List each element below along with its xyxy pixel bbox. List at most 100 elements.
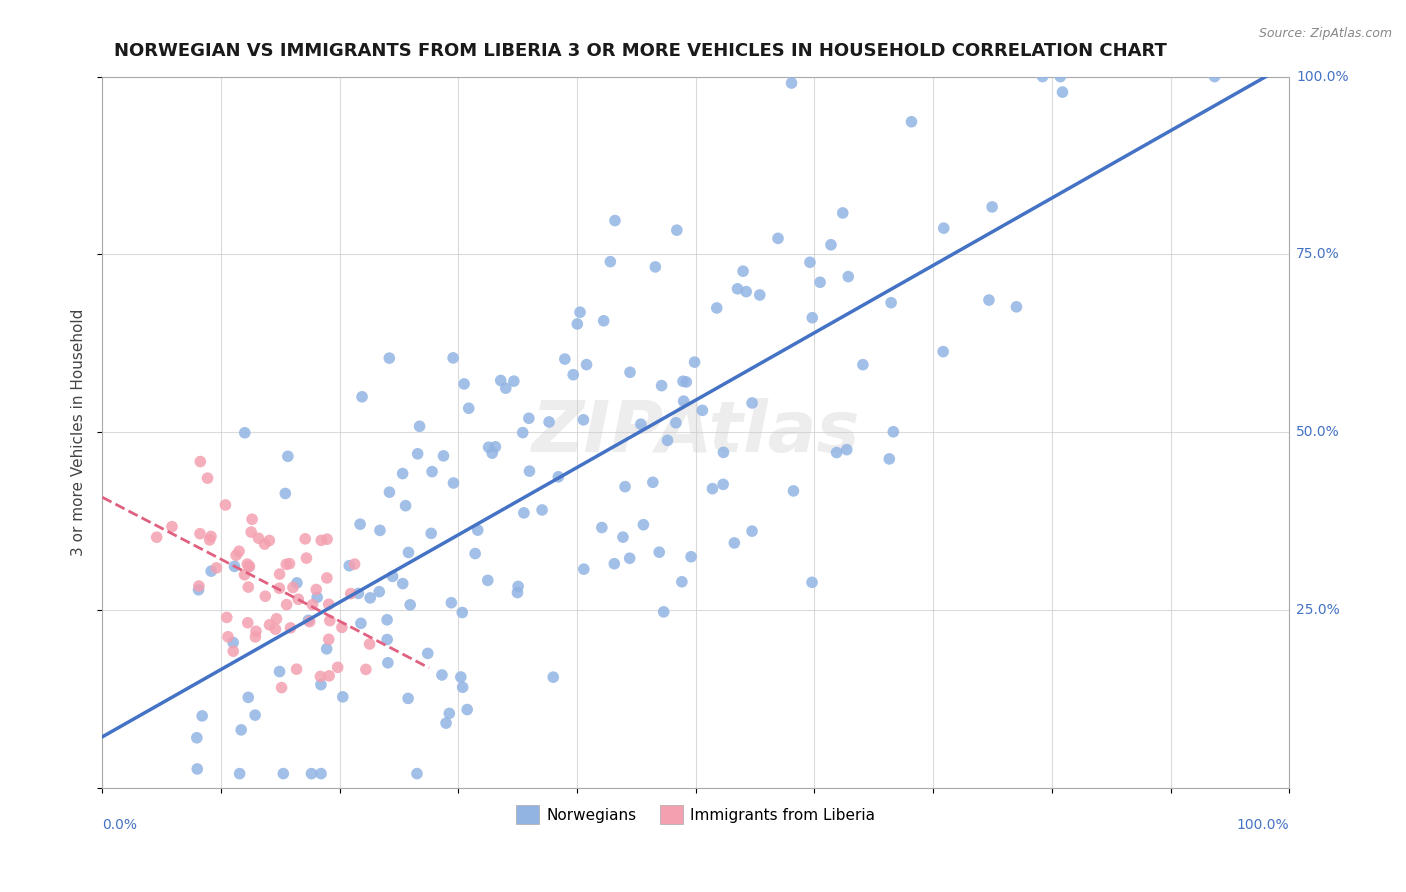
Point <box>281 581 304 595</box>
Point <box>519 464 541 478</box>
Text: 100.0%: 100.0% <box>1296 70 1348 84</box>
Point <box>375 613 398 627</box>
Point <box>285 575 308 590</box>
Point <box>231 723 253 737</box>
Point <box>453 376 475 391</box>
Point <box>538 415 561 429</box>
Point <box>368 524 391 538</box>
Text: 0.0%: 0.0% <box>103 818 138 832</box>
Point <box>215 610 238 624</box>
Point <box>222 635 245 649</box>
Point <box>408 419 430 434</box>
Point <box>243 708 266 723</box>
Point <box>657 434 679 448</box>
Point <box>228 544 250 558</box>
Point <box>391 467 413 481</box>
Point <box>186 762 208 776</box>
Point <box>339 587 361 601</box>
Point <box>318 632 340 647</box>
Point <box>439 706 461 721</box>
Point <box>298 615 321 629</box>
Point <box>619 551 641 566</box>
Point <box>270 681 292 695</box>
Point <box>287 592 309 607</box>
Point <box>554 352 576 367</box>
Point <box>253 537 276 551</box>
Point <box>723 536 745 550</box>
Point <box>706 301 728 315</box>
Point <box>495 381 517 395</box>
Point <box>350 390 373 404</box>
Point <box>315 571 337 585</box>
Point <box>633 517 655 532</box>
Point <box>315 641 337 656</box>
Point <box>508 579 530 593</box>
Point <box>456 702 478 716</box>
Point <box>233 425 256 440</box>
Point <box>603 213 626 227</box>
Point <box>259 617 281 632</box>
Point <box>1049 70 1071 84</box>
Point <box>200 529 222 543</box>
Point <box>200 564 222 578</box>
Point <box>238 690 260 705</box>
Point <box>599 254 621 268</box>
Point <box>238 580 260 594</box>
Point <box>880 295 903 310</box>
Point <box>489 374 512 388</box>
Point <box>276 598 298 612</box>
Point <box>399 598 422 612</box>
Point <box>932 344 955 359</box>
Point <box>630 417 652 432</box>
Text: Source: ZipAtlas.com: Source: ZipAtlas.com <box>1258 27 1392 40</box>
Point <box>440 596 463 610</box>
Point <box>1052 85 1074 99</box>
Point <box>309 669 332 683</box>
Point <box>434 716 457 731</box>
Point <box>278 557 301 571</box>
Point <box>766 231 789 245</box>
Point <box>681 549 703 564</box>
Point <box>513 506 536 520</box>
Point <box>266 612 288 626</box>
Point <box>337 558 360 573</box>
Point <box>309 678 332 692</box>
Point <box>240 524 263 539</box>
Point <box>254 589 277 603</box>
Point <box>731 264 754 278</box>
Point <box>808 275 831 289</box>
Point <box>467 523 489 537</box>
Point <box>236 557 259 571</box>
Point <box>464 547 486 561</box>
Point <box>547 470 569 484</box>
Point <box>981 200 1004 214</box>
Point <box>672 374 695 388</box>
Point <box>451 606 474 620</box>
Point <box>350 616 373 631</box>
Point <box>264 622 287 636</box>
Point <box>831 206 853 220</box>
Point <box>187 579 209 593</box>
Point <box>378 351 401 365</box>
Point <box>741 524 763 538</box>
Point <box>343 557 366 571</box>
Point <box>541 670 564 684</box>
Point <box>197 471 219 485</box>
Point <box>651 378 673 392</box>
Point <box>820 237 842 252</box>
Point <box>228 766 250 780</box>
Point <box>269 581 291 595</box>
Point <box>692 403 714 417</box>
Point <box>652 605 675 619</box>
Point <box>247 531 270 545</box>
Point <box>506 585 529 599</box>
Point <box>801 310 824 325</box>
Point <box>932 221 955 235</box>
Point <box>837 269 859 284</box>
Point <box>477 574 499 588</box>
Point <box>432 449 454 463</box>
Point <box>450 670 472 684</box>
Point <box>882 425 904 439</box>
Point <box>702 482 724 496</box>
Point <box>603 557 626 571</box>
